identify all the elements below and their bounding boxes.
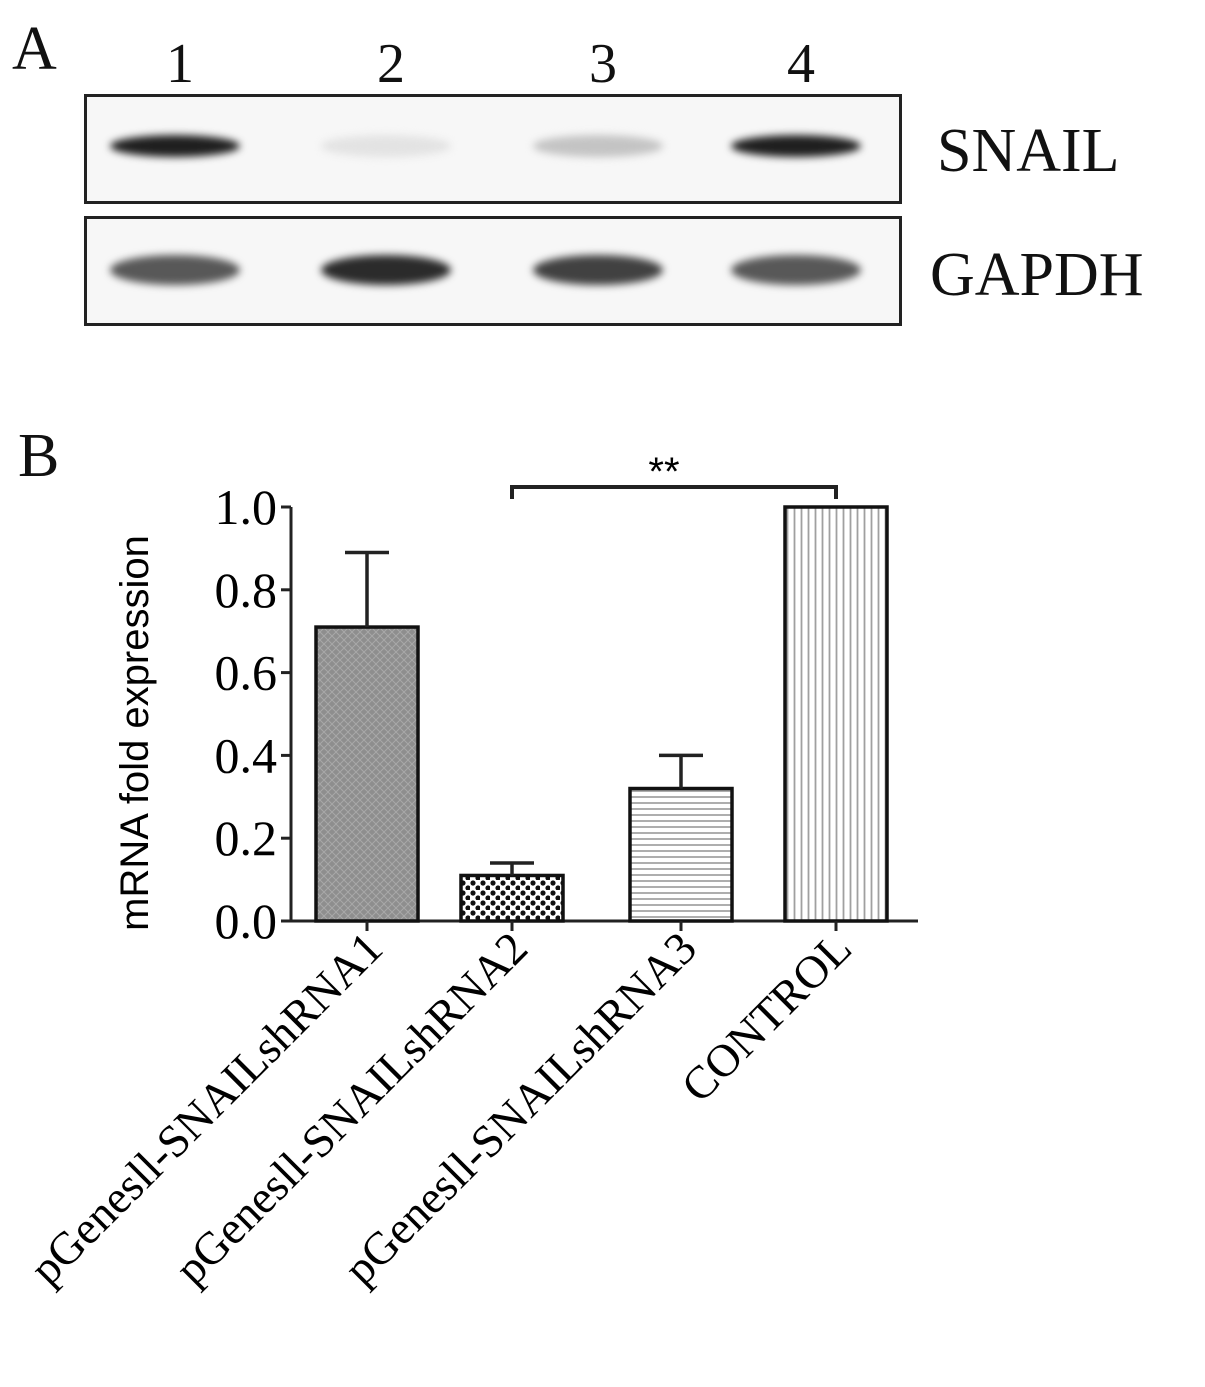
gapdh-blot — [84, 216, 902, 326]
y-tick-label: 0.4 — [215, 727, 278, 783]
snail-label: SNAIL — [937, 117, 1120, 185]
x-tick-label: pGenesll-SNAILshRNA3 — [334, 922, 706, 1294]
lane-number-3: 3 — [589, 33, 617, 95]
y-tick-label: 0.0 — [215, 893, 278, 949]
bar — [783, 505, 889, 923]
blot-band — [731, 135, 861, 157]
blot-band — [321, 255, 451, 285]
blot-band — [533, 135, 663, 157]
y-tick-label: 0.8 — [215, 562, 278, 618]
gapdh-label: GAPDH — [930, 241, 1144, 309]
blot-band — [110, 255, 240, 285]
blot-band — [533, 255, 663, 285]
significance-bracket — [510, 485, 838, 499]
panel-a-letter: A — [12, 15, 57, 83]
lane-number-1: 1 — [166, 33, 194, 95]
significance-label: ** — [648, 450, 679, 494]
blot-band — [731, 255, 861, 285]
blot-band — [321, 135, 451, 157]
y-tick-label: 0.6 — [215, 645, 278, 701]
bar — [459, 873, 565, 923]
y-tick-label: 0.2 — [215, 810, 278, 866]
bar-chart: mRNA fold expression 0.0 0.2 0.4 0.6 0.8 1.0 p… — [20, 450, 918, 1294]
x-tick-label: CONTROL — [671, 922, 861, 1112]
lane-number-4: 4 — [787, 33, 815, 95]
blot-band — [110, 135, 240, 157]
snail-blot — [84, 94, 902, 204]
lane-number-2: 2 — [377, 33, 405, 95]
panel-b-letter: B — [18, 422, 60, 490]
y-axis-label: mRNA fold expression — [113, 535, 157, 931]
y-tick-label: 1.0 — [215, 479, 278, 535]
bar — [628, 786, 734, 923]
bar — [314, 625, 420, 923]
